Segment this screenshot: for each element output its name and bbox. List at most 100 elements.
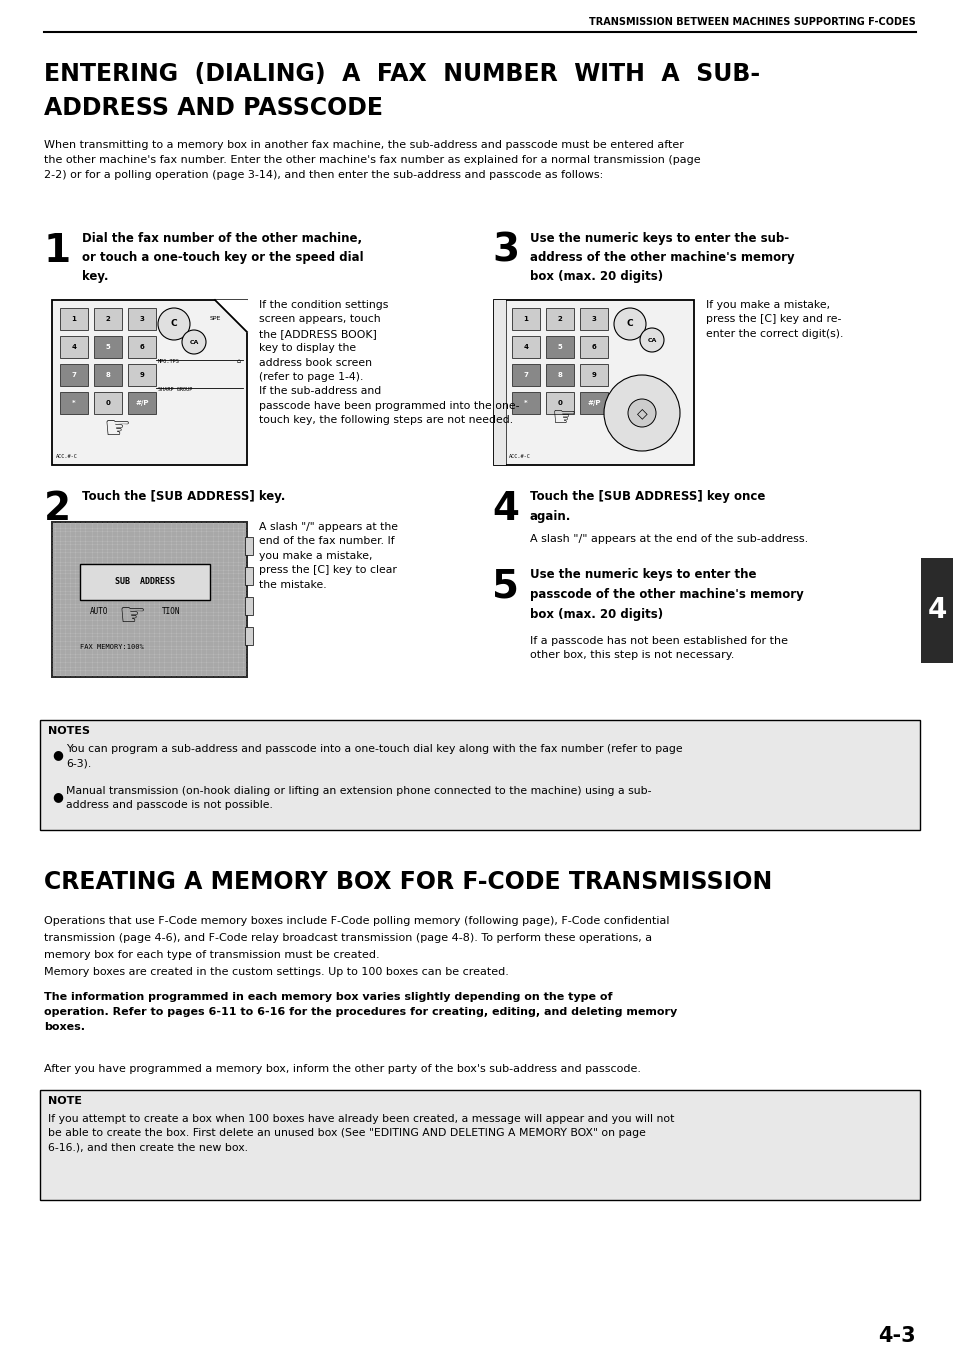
Circle shape bbox=[614, 308, 645, 340]
Text: If you make a mistake,
press the [C] key and re-
enter the correct digit(s).: If you make a mistake, press the [C] key… bbox=[705, 300, 842, 339]
Text: 9: 9 bbox=[139, 372, 144, 378]
Text: Use the numeric keys to enter the: Use the numeric keys to enter the bbox=[530, 567, 756, 581]
Text: 0: 0 bbox=[106, 400, 111, 407]
Circle shape bbox=[182, 330, 206, 354]
Text: 5: 5 bbox=[492, 567, 518, 607]
Bar bbox=[920, 558, 953, 663]
Text: box (max. 20 digits): box (max. 20 digits) bbox=[530, 608, 662, 621]
Text: 4: 4 bbox=[523, 345, 528, 350]
Bar bbox=[40, 720, 919, 830]
Text: 4: 4 bbox=[492, 490, 518, 528]
Text: ADDRESS AND PASSCODE: ADDRESS AND PASSCODE bbox=[44, 96, 382, 120]
Text: 1: 1 bbox=[523, 316, 528, 322]
Text: 7: 7 bbox=[71, 372, 76, 378]
Text: or touch a one-touch key or the speed dial: or touch a one-touch key or the speed di… bbox=[82, 251, 363, 263]
Circle shape bbox=[639, 328, 663, 353]
Text: 2: 2 bbox=[558, 316, 561, 322]
Bar bbox=[60, 363, 88, 386]
Text: FAX MEMORY:100%: FAX MEMORY:100% bbox=[80, 644, 144, 650]
Text: passcode of the other machine's memory: passcode of the other machine's memory bbox=[530, 588, 803, 601]
Text: 3: 3 bbox=[139, 316, 144, 322]
Text: TION: TION bbox=[162, 608, 180, 616]
Text: 6: 6 bbox=[591, 345, 596, 350]
Bar bbox=[545, 363, 574, 386]
Bar bbox=[245, 627, 253, 644]
Text: ☞: ☞ bbox=[118, 603, 146, 631]
Text: memory box for each type of transmission must be created.: memory box for each type of transmission… bbox=[44, 950, 379, 961]
Bar bbox=[128, 392, 156, 413]
Text: #/P: #/P bbox=[135, 400, 149, 407]
Text: Memory boxes are created in the custom settings. Up to 100 boxes can be created.: Memory boxes are created in the custom s… bbox=[44, 967, 508, 977]
Bar bbox=[512, 336, 539, 358]
Text: Dial the fax number of the other machine,: Dial the fax number of the other machine… bbox=[82, 232, 362, 245]
Bar bbox=[94, 336, 122, 358]
Text: 4-3: 4-3 bbox=[878, 1325, 915, 1346]
Text: again.: again. bbox=[530, 509, 571, 523]
Text: Manual transmission (on-hook dialing or lifting an extension phone connected to : Manual transmission (on-hook dialing or … bbox=[66, 786, 651, 811]
Text: 4: 4 bbox=[927, 597, 946, 624]
Text: 4: 4 bbox=[71, 345, 76, 350]
Bar bbox=[579, 392, 607, 413]
Bar bbox=[245, 536, 253, 555]
Bar bbox=[60, 308, 88, 330]
Bar bbox=[245, 567, 253, 585]
Bar bbox=[80, 563, 210, 600]
Bar bbox=[579, 363, 607, 386]
Bar bbox=[128, 336, 156, 358]
Text: TRANSMISSION BETWEEN MACHINES SUPPORTING F-CODES: TRANSMISSION BETWEEN MACHINES SUPPORTING… bbox=[589, 18, 915, 27]
Text: ◇: ◇ bbox=[636, 407, 647, 420]
Text: SUB  ADDRESS: SUB ADDRESS bbox=[115, 577, 174, 586]
Text: The information programmed in each memory box varies slightly depending on the t: The information programmed in each memor… bbox=[44, 992, 677, 1032]
Bar bbox=[245, 597, 253, 615]
Text: If you attempt to create a box when 100 boxes have already been created, a messa: If you attempt to create a box when 100 … bbox=[48, 1115, 674, 1152]
Circle shape bbox=[158, 308, 190, 340]
Text: ●: ● bbox=[52, 748, 63, 761]
Text: MPO.TPS: MPO.TPS bbox=[158, 359, 180, 363]
Text: ACC.#-C: ACC.#-C bbox=[509, 454, 530, 459]
Bar bbox=[545, 336, 574, 358]
Text: C: C bbox=[626, 319, 633, 328]
Text: Operations that use F-Code memory boxes include F-Code polling memory (following: Operations that use F-Code memory boxes … bbox=[44, 916, 669, 925]
Bar bbox=[579, 336, 607, 358]
Text: 5: 5 bbox=[106, 345, 111, 350]
Text: 7: 7 bbox=[523, 372, 528, 378]
Bar bbox=[60, 336, 88, 358]
Text: A slash "/" appears at the
end of the fax number. If
you make a mistake,
press t: A slash "/" appears at the end of the fa… bbox=[258, 521, 397, 589]
Text: SHARP GROUP: SHARP GROUP bbox=[158, 386, 193, 392]
FancyBboxPatch shape bbox=[52, 300, 247, 465]
Text: ☞: ☞ bbox=[551, 404, 576, 432]
Bar bbox=[545, 308, 574, 330]
Text: ●: ● bbox=[52, 790, 63, 802]
Text: NOTES: NOTES bbox=[48, 725, 90, 736]
Text: box (max. 20 digits): box (max. 20 digits) bbox=[530, 270, 662, 282]
Bar bbox=[94, 392, 122, 413]
Text: 0: 0 bbox=[557, 400, 562, 407]
Text: Touch the [SUB ADDRESS] key once: Touch the [SUB ADDRESS] key once bbox=[530, 490, 764, 503]
Text: ACC.#-C: ACC.#-C bbox=[56, 454, 78, 459]
Text: A slash "/" appears at the end of the sub-address.: A slash "/" appears at the end of the su… bbox=[530, 534, 807, 544]
Text: 2: 2 bbox=[44, 490, 71, 528]
Bar bbox=[579, 308, 607, 330]
Text: ⌂: ⌂ bbox=[236, 359, 241, 363]
Text: *: * bbox=[523, 400, 527, 407]
Bar bbox=[512, 392, 539, 413]
Text: Touch the [SUB ADDRESS] key.: Touch the [SUB ADDRESS] key. bbox=[82, 490, 285, 503]
Bar bbox=[512, 363, 539, 386]
Text: #/P: #/P bbox=[587, 400, 600, 407]
Text: AUTO: AUTO bbox=[90, 608, 109, 616]
Text: address of the other machine's memory: address of the other machine's memory bbox=[530, 251, 794, 263]
Text: CA: CA bbox=[189, 339, 198, 345]
Text: You can program a sub-address and passcode into a one-touch dial key along with : You can program a sub-address and passco… bbox=[66, 744, 682, 767]
Text: 2: 2 bbox=[106, 316, 111, 322]
Text: key.: key. bbox=[82, 270, 109, 282]
Text: NOTE: NOTE bbox=[48, 1096, 82, 1106]
Polygon shape bbox=[214, 300, 247, 332]
Text: If the condition settings
screen appears, touch
the [ADDRESS BOOK]
key to displa: If the condition settings screen appears… bbox=[258, 300, 519, 426]
Text: 3: 3 bbox=[492, 232, 518, 270]
Bar bbox=[94, 308, 122, 330]
Bar bbox=[128, 363, 156, 386]
Bar bbox=[60, 392, 88, 413]
FancyBboxPatch shape bbox=[494, 300, 693, 465]
Text: transmission (page 4-6), and F-Code relay broadcast transmission (page 4-8). To : transmission (page 4-6), and F-Code rela… bbox=[44, 934, 652, 943]
Text: SPE: SPE bbox=[210, 316, 221, 320]
